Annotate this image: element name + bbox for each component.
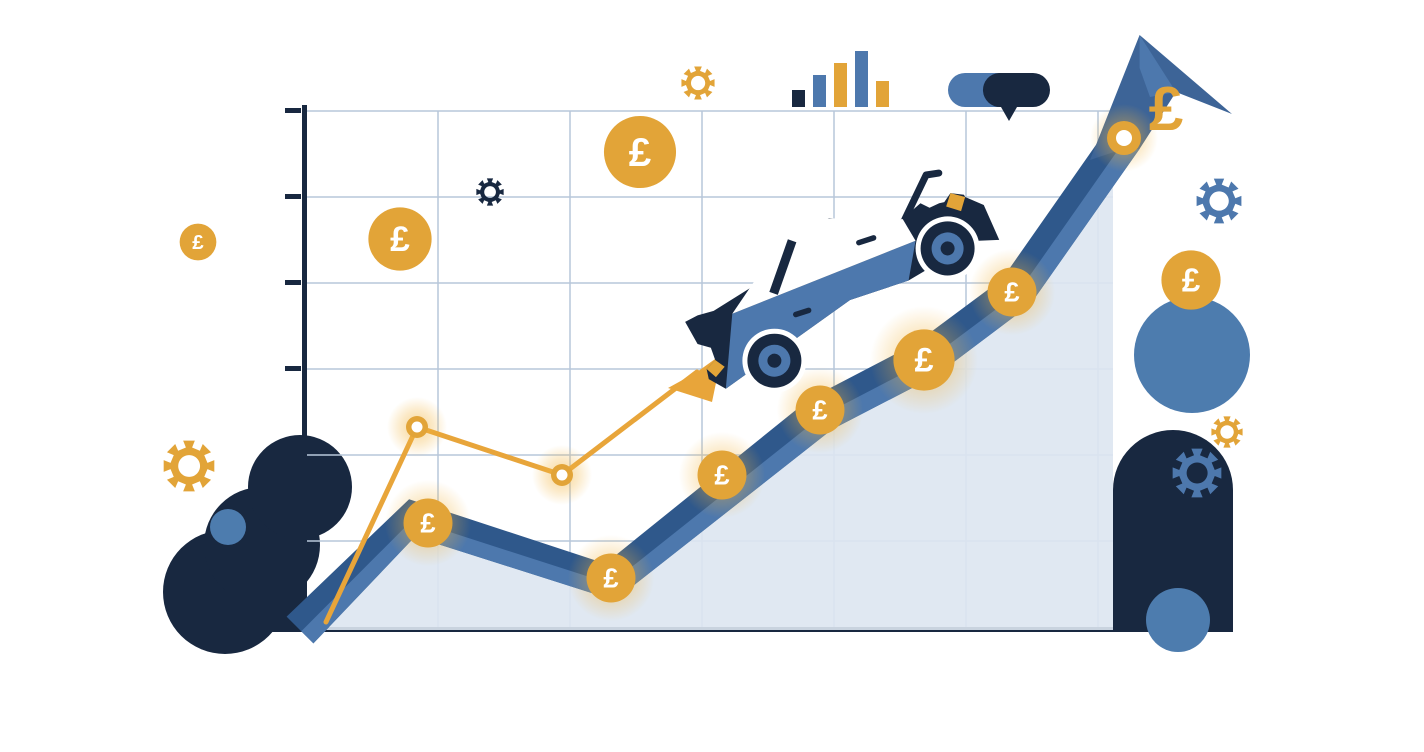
svg-text:£: £ [1149, 75, 1183, 144]
